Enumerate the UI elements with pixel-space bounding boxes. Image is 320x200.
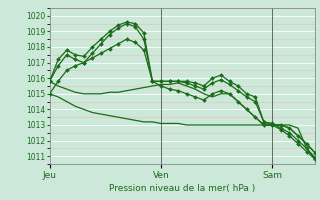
X-axis label: Pression niveau de la mer( hPa ): Pression niveau de la mer( hPa ) [109, 184, 256, 193]
